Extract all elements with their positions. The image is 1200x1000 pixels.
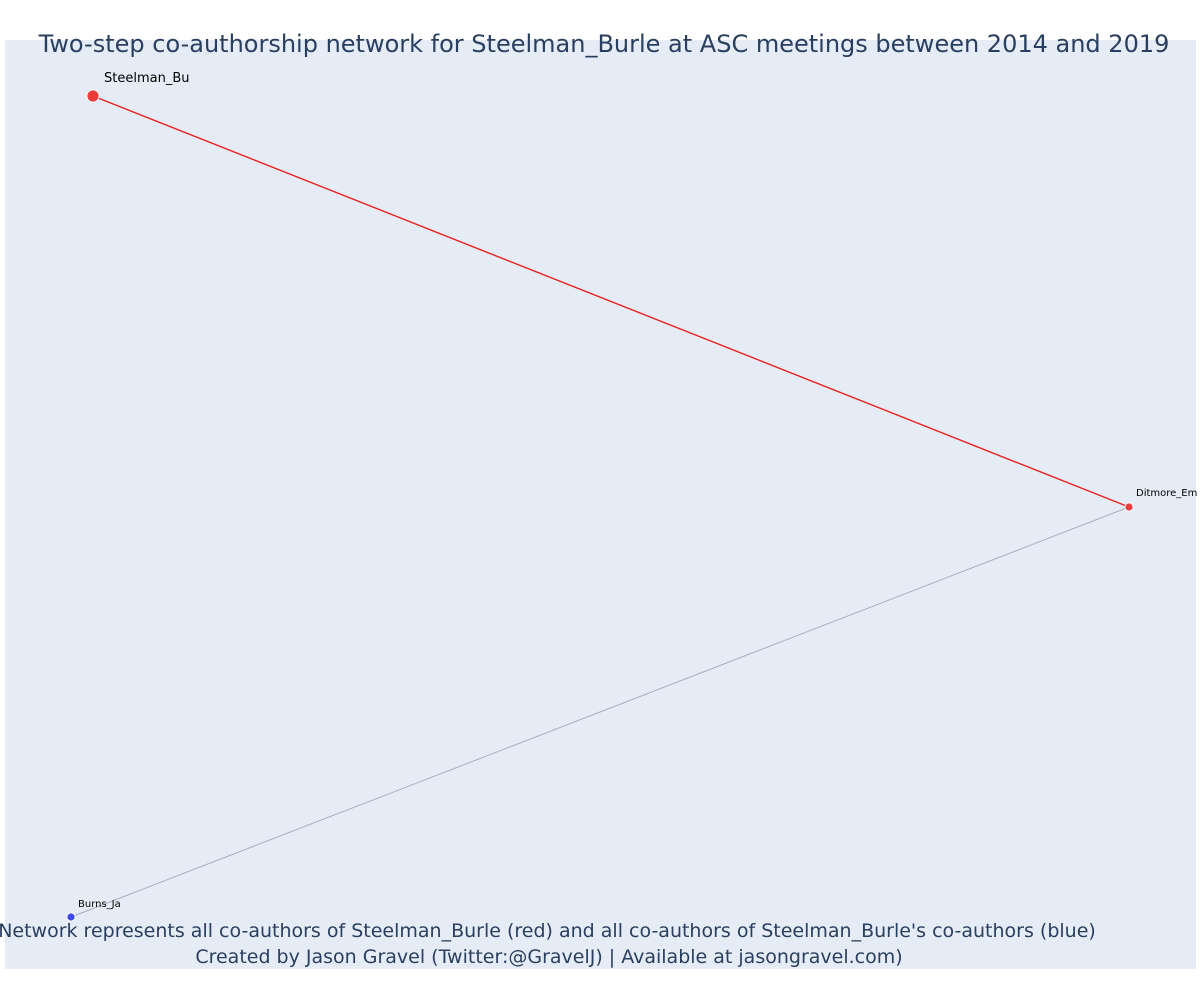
caption-line-2: Created by Jason Gravel (Twitter:@Gravel… [195,946,902,968]
node-ditmore[interactable] [1124,502,1134,512]
edges-layer [70,95,1130,918]
nodes-layer: Steelman_Bu Ditmore_Em Burns_Ja [66,71,1197,922]
figure-title: Two-step co-authorship network for Steel… [38,30,1170,58]
edge-steelman-ditmore [92,95,1130,508]
node-label-steelman: Steelman_Bu [104,71,189,86]
node-steelman[interactable] [86,89,100,103]
node-label-ditmore: Ditmore_Em [1136,488,1197,499]
node-burns[interactable] [66,912,76,922]
edge-ditmore-burns [70,506,1130,918]
node-label-burns: Burns_Ja [78,899,121,910]
plot-area [5,40,1196,969]
caption-line-1: Network represents all co-authors of Ste… [0,920,1096,942]
